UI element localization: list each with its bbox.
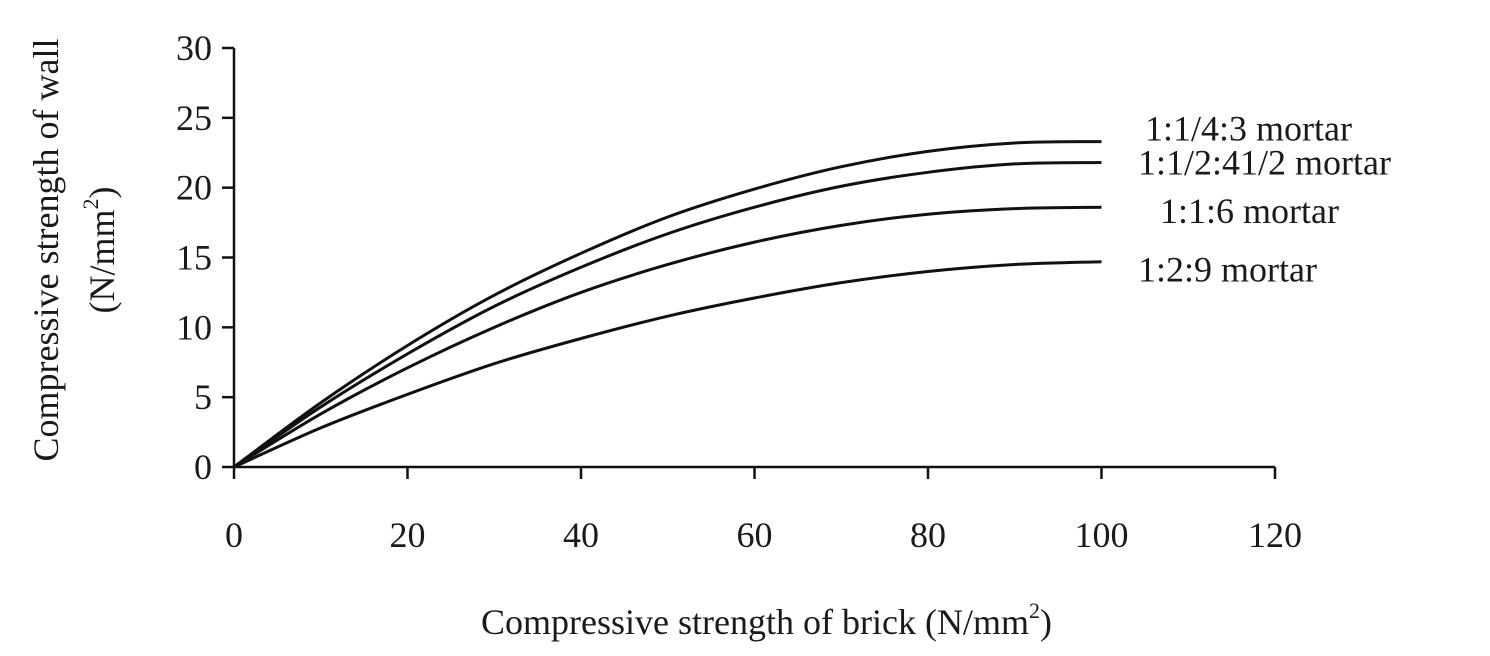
x-tick-label: 120: [1248, 515, 1302, 555]
y-tick-label: 15: [176, 238, 212, 278]
x-tick-label: 100: [1075, 515, 1129, 555]
x-tick-label: 20: [390, 515, 426, 555]
y-tick-label: 5: [194, 377, 212, 417]
x-axis-title: Compressive strength of brick (N/mm2): [481, 598, 1052, 642]
y-tick-label: 10: [176, 307, 212, 347]
y-axis-title-line2: (N/mm2): [78, 187, 122, 314]
series-label-3: 1:1:6 mortar: [1160, 191, 1339, 231]
series-lines: [233, 140, 1102, 469]
x-ticks: 0 20 40 60 80 100 120: [225, 467, 1302, 555]
x-tick-label: 60: [737, 515, 773, 555]
series-label-4: 1:2:9 mortar: [1138, 250, 1317, 290]
series-line-4: [233, 260, 1102, 469]
y-tick-label: 30: [176, 28, 212, 68]
y-axis-title-line1: Compressive strength of wall: [26, 39, 66, 462]
series-line-1: [233, 140, 1102, 469]
x-tick-label: 80: [910, 515, 946, 555]
y-tick-label: 0: [194, 447, 212, 487]
axes: [232, 48, 1275, 469]
series-line-3: [233, 205, 1102, 469]
y-tick-label: 20: [176, 168, 212, 208]
series-line-2: [233, 161, 1102, 469]
y-ticks: 0 5 10 15 20 25 30: [176, 28, 234, 487]
x-tick-label: 0: [225, 515, 243, 555]
y-axis-title: Compressive strength of wall (N/mm2): [26, 39, 122, 462]
series-label-1: 1:1/4:3 mortar: [1145, 109, 1352, 149]
y-tick-label: 25: [176, 98, 212, 138]
series-label-2: 1:1/2:41/2 mortar: [1138, 143, 1391, 183]
x-tick-label: 40: [563, 515, 599, 555]
